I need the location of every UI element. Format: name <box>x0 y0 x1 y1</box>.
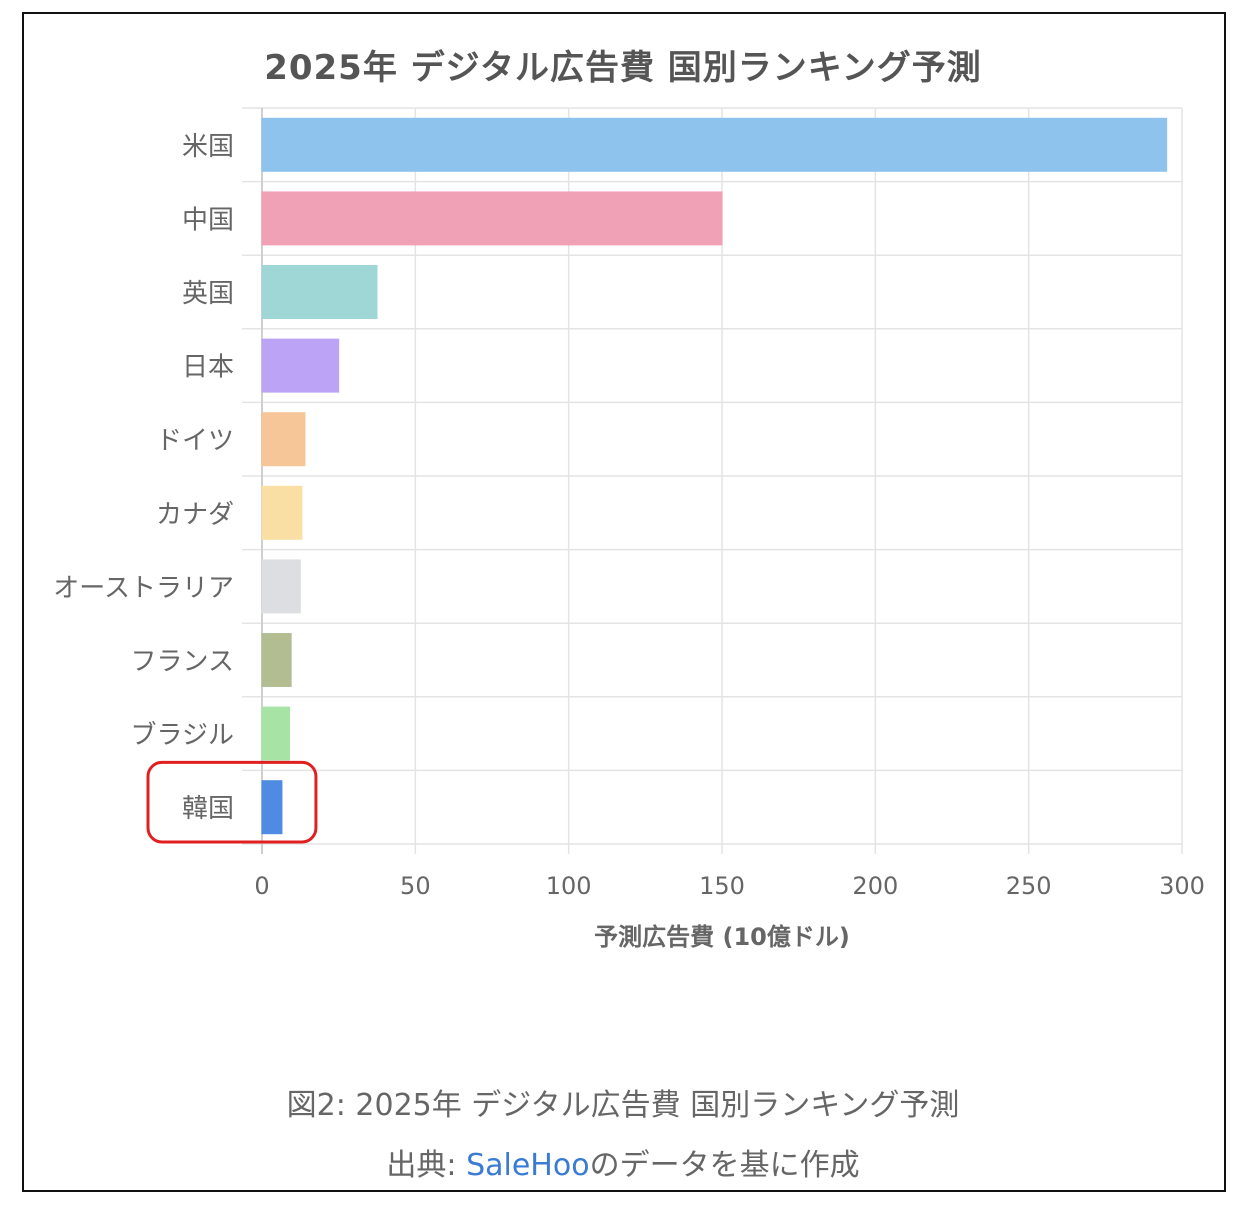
x-tick-label: 150 <box>699 872 745 900</box>
category-label: 中国 <box>182 205 234 235</box>
bar-6 <box>261 559 301 614</box>
category-label: オーストラリア <box>53 573 234 603</box>
bar-8 <box>261 706 291 761</box>
x-axis-title: 予測広告費 (10億ドル) <box>594 923 850 951</box>
bar-2 <box>261 265 378 319</box>
source-caption: 出典: SaleHooのデータを基に作成 <box>0 1140 1246 1184</box>
x-tick-label: 50 <box>400 872 431 900</box>
category-label: 日本 <box>182 353 234 383</box>
source-link[interactable]: SaleHoo <box>466 1148 590 1183</box>
source-suffix: のデータを基に作成 <box>589 1148 860 1183</box>
category-label: フランス <box>131 647 234 677</box>
x-tick-label: 0 <box>254 872 269 900</box>
bar-9 <box>261 780 283 835</box>
category-label: 英国 <box>182 279 234 309</box>
bar-4 <box>261 412 306 467</box>
x-tick-label: 250 <box>1006 872 1052 900</box>
x-tick-label: 200 <box>852 872 898 900</box>
bar-7 <box>261 633 292 687</box>
chart-title: 2025年 デジタル広告費 国別ランキング予測 <box>264 48 982 88</box>
figure-caption: 図2: 2025年 デジタル広告費 国別ランキング予測 <box>286 1088 960 1123</box>
category-label: ブラジル <box>131 721 234 751</box>
category-label: 韓国 <box>182 794 234 824</box>
highlight-box <box>146 760 318 844</box>
bar-3 <box>261 338 340 393</box>
bar-1 <box>261 191 723 246</box>
x-tick-label: 100 <box>546 872 592 900</box>
category-label: カナダ <box>156 500 234 530</box>
category-label: ドイツ <box>156 426 234 456</box>
bar-0 <box>261 117 1168 172</box>
category-label: 米国 <box>182 132 234 162</box>
source-prefix: 出典: <box>386 1148 467 1183</box>
x-tick-label: 300 <box>1159 872 1205 900</box>
bar-5 <box>261 485 303 540</box>
